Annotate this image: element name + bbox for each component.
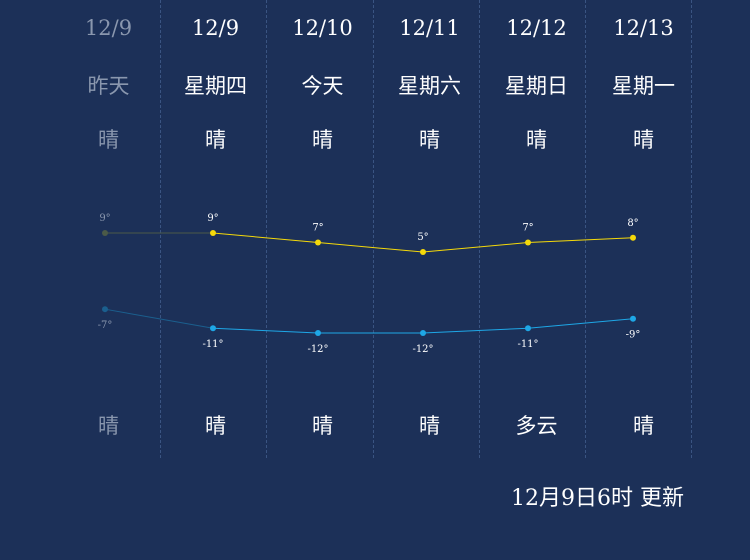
low-temp-point [420,330,426,336]
high-temp-segment [317,242,424,253]
column-divider [160,0,161,458]
day-weekday: 星期日 [505,74,568,98]
day-column: 12/13 星期一 晴 晴 [590,0,697,458]
low-temp-segment [212,327,319,334]
low-temp-point [315,330,321,336]
low-temp-label: -9° [626,330,641,341]
low-temp-point [210,325,216,332]
night-weather: 晴 [312,414,333,438]
low-temp-segment [527,318,634,329]
day-date: 12/9 [84,16,133,40]
day-weather: 晴 [312,128,333,152]
high-temp-point [315,239,321,246]
day-weekday: 今天 [301,74,344,98]
day-column: 12/12 星期日 晴 多云 [483,0,590,458]
day-weekday: 星期六 [398,74,461,98]
day-date: 12/12 [506,16,567,40]
column-divider [266,0,267,458]
column-divider [373,0,374,458]
low-temp-point [102,306,108,313]
low-temp-label: -11° [202,339,223,350]
night-weather: 晴 [205,414,226,438]
day-date: 12/10 [292,16,353,40]
day-weather: 晴 [526,128,547,152]
night-weather: 晴 [98,414,119,438]
day-column-yesterday: 12/9 昨天 晴 晴 [55,0,162,458]
high-temp-label: 8° [627,218,638,229]
low-temp-label: -12° [412,344,433,355]
low-temp-segment [104,308,214,329]
low-temp-label: -12° [307,344,328,355]
day-weekday: 星期一 [612,74,675,98]
day-weekday: 星期四 [184,74,247,98]
day-date: 12/13 [613,16,674,40]
high-temp-label: 7° [522,223,533,234]
high-temp-point [630,234,636,241]
high-temp-point [102,230,108,236]
day-weather: 晴 [419,128,440,152]
day-column: 12/9 星期四 晴 晴 [162,0,269,458]
low-temp-label: -7° [98,320,113,331]
update-time: 12月9日6时 更新 [511,486,684,511]
day-date: 12/11 [399,16,460,40]
day-weekday: 昨天 [87,74,130,98]
high-temp-point [210,230,216,236]
low-temp-point [630,315,636,322]
high-temp-label: 7° [312,223,323,234]
low-temp-label: -11° [517,339,538,350]
high-temp-label: 9° [99,213,110,224]
column-divider [585,0,586,458]
low-temp-point [525,325,531,332]
high-temp-label: 9° [207,213,218,224]
high-temp-segment [527,237,634,244]
column-divider [479,0,480,458]
low-temp-segment [422,327,529,334]
high-temp-point [420,249,426,256]
night-weather: 晴 [633,414,654,438]
night-weather: 晴 [419,414,440,438]
day-weather: 晴 [205,128,226,152]
day-column-today: 12/10 今天 晴 晴 [269,0,376,458]
day-weather: 晴 [98,128,119,152]
day-weather: 晴 [633,128,654,152]
high-temp-point [525,239,531,246]
day-column: 12/11 星期六 晴 晴 [376,0,483,458]
high-temp-segment [422,242,529,253]
night-weather: 多云 [515,414,558,438]
high-temp-segment [212,232,319,244]
high-temp-label: 5° [417,232,428,243]
day-date: 12/9 [191,16,240,40]
column-divider [691,0,692,458]
